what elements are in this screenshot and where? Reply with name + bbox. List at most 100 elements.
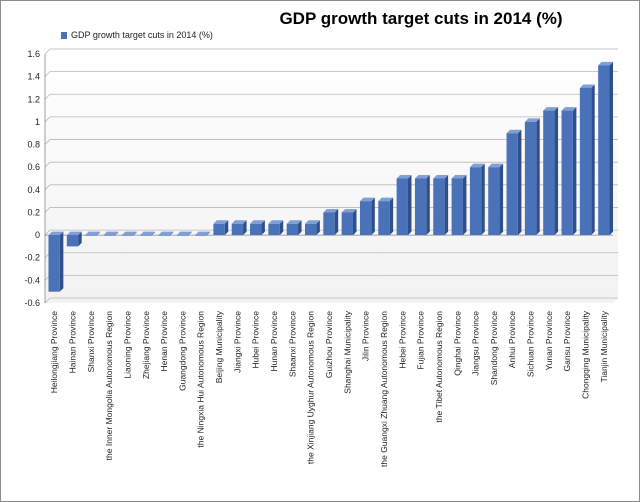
bar-front — [378, 201, 390, 236]
bar-top — [341, 208, 357, 213]
bar — [488, 163, 504, 236]
bar-side — [407, 175, 412, 236]
x-tick-label: Sichuan Province — [526, 311, 536, 377]
bar-front — [598, 65, 610, 236]
bar-top — [359, 197, 375, 202]
bar-top — [598, 61, 614, 66]
bar — [598, 61, 614, 236]
y-tick-label: 0.2 — [27, 207, 40, 217]
bar-top — [85, 231, 100, 236]
bar-front — [268, 223, 280, 236]
bar-front — [103, 235, 115, 236]
bar-side — [279, 220, 284, 236]
bar-top — [103, 231, 119, 236]
gridline-depth — [44, 71, 51, 77]
bar — [231, 220, 247, 236]
x-tick-label: Shanxi Province — [86, 311, 96, 373]
bar — [524, 118, 540, 236]
bar-front — [451, 178, 463, 236]
x-tick-label: Hainan Province — [67, 311, 77, 374]
bar-front — [359, 201, 372, 236]
bar-front — [524, 121, 537, 236]
x-tick-label: Hubei Province — [251, 311, 261, 369]
bar — [323, 208, 339, 236]
bar-side — [444, 175, 449, 236]
x-tick-label: Jiangxi Province — [232, 311, 242, 373]
bar-top — [451, 175, 467, 179]
bar-front — [85, 235, 97, 236]
y-tick-label: 0.6 — [27, 162, 40, 172]
bar-top — [414, 175, 430, 179]
x-tick-label: the Tibet Autonomous Region — [434, 311, 444, 423]
gridline-depth — [44, 297, 51, 304]
bar-front — [195, 235, 207, 236]
bar-top — [561, 107, 577, 111]
y-tick-label: 0.4 — [27, 185, 40, 195]
bar-side — [353, 208, 357, 236]
bar — [543, 107, 559, 236]
y-tick-label: 1.4 — [27, 72, 40, 82]
bar-side — [462, 175, 467, 236]
bar-top — [195, 231, 210, 236]
bar — [140, 231, 155, 236]
bar-top — [250, 220, 265, 224]
bar-top — [231, 220, 247, 224]
bar — [359, 197, 375, 236]
x-tick-label: Fujian Province — [416, 311, 426, 370]
x-tick-label: the Guangxi Zhuang Autonomous Region — [379, 311, 389, 467]
x-tick-label: Anhui Province — [507, 311, 517, 368]
bar-front — [66, 235, 79, 247]
bar-side — [298, 220, 302, 236]
bar-front — [140, 235, 152, 236]
x-tick-label: Chongqing Municipality — [581, 310, 591, 399]
bar-side — [389, 197, 394, 236]
bar — [561, 107, 577, 236]
chart-title: GDP growth target cuts in 2014 (%) — [279, 9, 563, 28]
bar-front — [414, 178, 427, 236]
bar-front — [323, 212, 335, 236]
bar — [286, 220, 302, 236]
bar-top — [268, 220, 284, 224]
x-tick-label: Tianjin Municipality — [599, 310, 609, 382]
y-tick-label: 1 — [35, 117, 40, 127]
bar-top — [396, 175, 412, 179]
bar-front — [48, 235, 60, 292]
bar-front — [506, 133, 518, 236]
y-tick-label: 1.6 — [27, 49, 40, 59]
bar-side — [151, 231, 155, 236]
gridline-depth — [44, 139, 51, 145]
bar-front — [176, 235, 189, 236]
y-tick-label: -0.4 — [24, 275, 40, 285]
gridline-depth — [44, 207, 51, 213]
x-tick-label: Zhejiang Province — [141, 311, 151, 379]
bar — [579, 84, 595, 236]
y-tick-label: 1.2 — [27, 94, 40, 104]
bar-top — [506, 129, 522, 134]
bar-front — [396, 178, 408, 236]
bar-side — [517, 129, 522, 236]
x-tick-label: Jilin Province — [361, 311, 371, 361]
bar — [341, 208, 357, 236]
bar-side — [78, 231, 82, 247]
legend-swatch — [61, 31, 67, 39]
gridline-depth — [44, 161, 51, 168]
bar — [195, 231, 210, 236]
legend-label: GDP growth target cuts in 2014 (%) — [71, 30, 213, 40]
bar-side — [371, 197, 375, 236]
x-tick-label: Guangdong Province — [177, 311, 187, 391]
bar-side — [572, 107, 577, 236]
bar-top — [323, 208, 339, 213]
bar-top — [286, 220, 302, 224]
bar-front — [231, 223, 244, 236]
bar-side — [59, 231, 64, 292]
bar-top — [543, 107, 559, 111]
bar-side — [499, 163, 504, 236]
bar-front — [469, 167, 482, 236]
bar — [506, 129, 522, 236]
bar-top — [579, 84, 595, 88]
x-tick-label: Liaoning Province — [122, 311, 132, 379]
x-tick-label: Jiangsu Province — [471, 311, 481, 376]
bar-top — [140, 231, 155, 236]
x-tick-label: the Xinjiang Uyghur Autonomous Region — [306, 311, 316, 464]
